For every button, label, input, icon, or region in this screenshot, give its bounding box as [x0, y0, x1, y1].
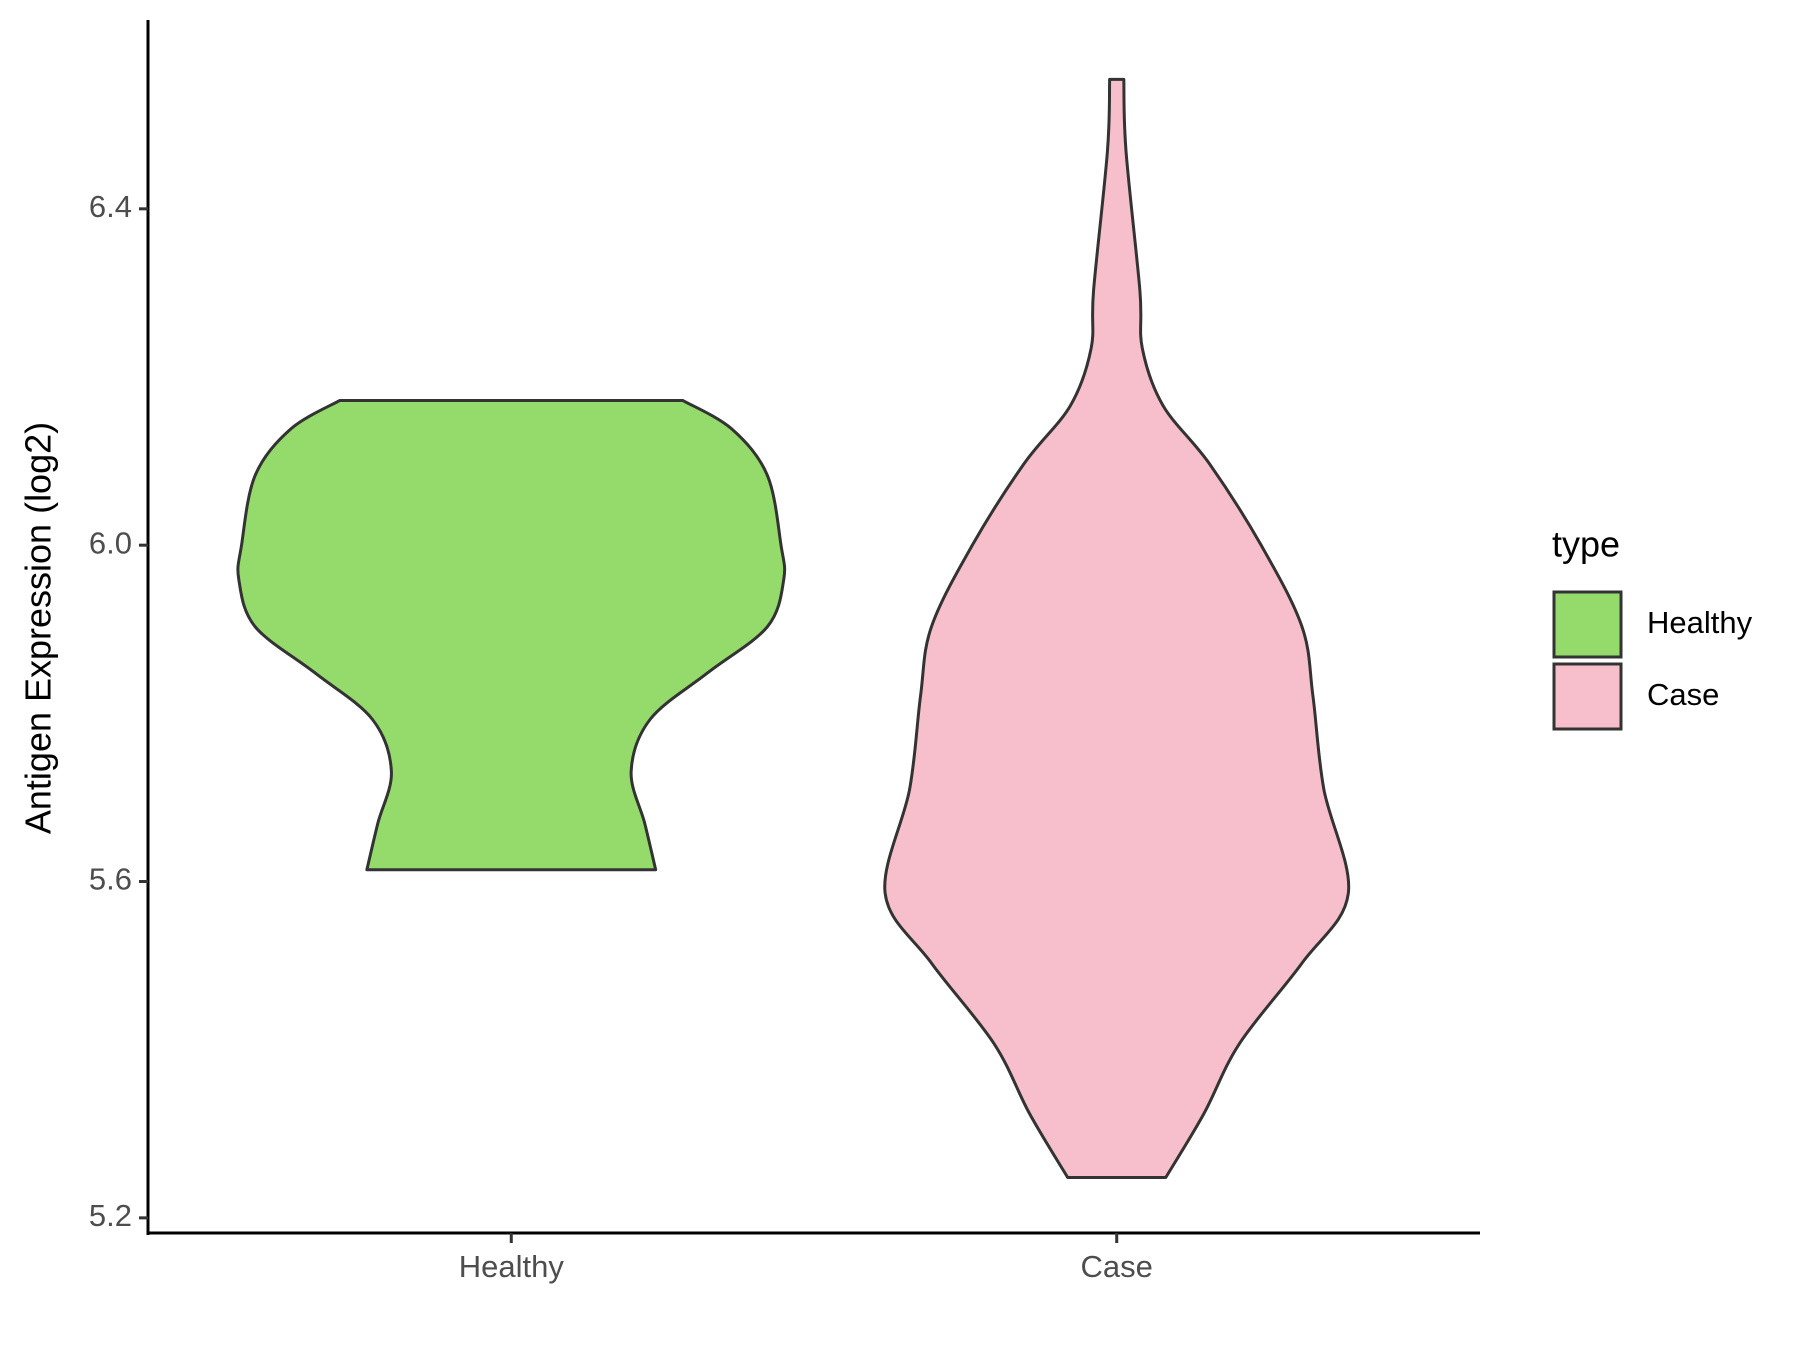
legend-label: Healthy — [1647, 605, 1753, 640]
violin — [883, 77, 1351, 1179]
x-tick-label: Case — [1081, 1249, 1153, 1284]
y-axis-title: Antigen Expression (log2) — [18, 422, 59, 834]
y-tick-label: 6.0 — [89, 525, 132, 560]
y-tick-label: 5.2 — [89, 1198, 132, 1233]
legend-title: type — [1552, 524, 1620, 565]
legend-label: Case — [1647, 677, 1719, 712]
legend-key — [1552, 662, 1623, 731]
y-tick-label: 5.6 — [89, 862, 132, 897]
y-tick-label: 6.4 — [89, 189, 132, 224]
violin — [236, 399, 787, 872]
x-tick-label: Healthy — [459, 1249, 565, 1284]
legend-key — [1552, 590, 1623, 659]
